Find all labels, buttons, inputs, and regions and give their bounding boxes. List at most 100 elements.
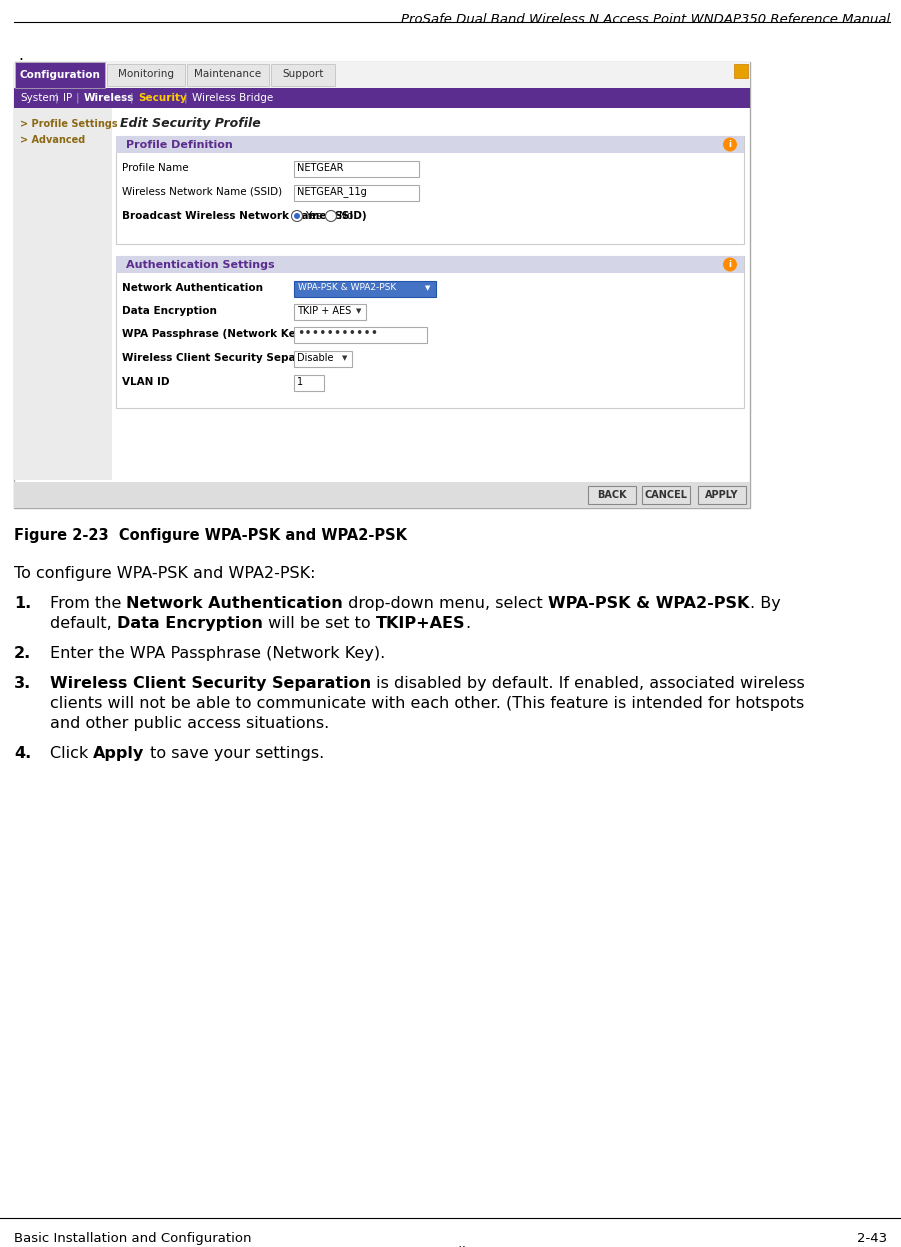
Bar — [187, 64, 269, 86]
Text: 1.: 1. — [14, 596, 32, 611]
Text: 1: 1 — [297, 377, 303, 387]
Text: Edit Security Profile: Edit Security Profile — [120, 117, 260, 131]
Text: WPA-PSK & WPA2-PSK: WPA-PSK & WPA2-PSK — [298, 283, 396, 293]
Text: clients will not be able to communicate with each other. (This feature is intend: clients will not be able to communicate … — [50, 696, 805, 711]
Circle shape — [294, 213, 300, 219]
Text: WPA Passphrase (Network Key): WPA Passphrase (Network Key) — [122, 329, 307, 339]
Bar — [294, 304, 366, 320]
Text: ▼: ▼ — [425, 286, 431, 291]
Bar — [14, 62, 750, 89]
Text: Monitoring: Monitoring — [118, 69, 174, 79]
Text: drop-down menu, select: drop-down menu, select — [343, 596, 548, 611]
Text: IP: IP — [63, 94, 72, 104]
Text: |: | — [184, 92, 187, 104]
Text: Network Authentication: Network Authentication — [126, 596, 343, 611]
Bar — [294, 350, 352, 367]
Text: Data Encryption: Data Encryption — [122, 306, 217, 315]
Bar — [14, 62, 750, 508]
Bar — [271, 64, 335, 86]
Text: Wireless Network Name (SSID): Wireless Network Name (SSID) — [122, 187, 282, 197]
Text: to save your settings.: to save your settings. — [145, 746, 323, 761]
Text: . By: . By — [750, 596, 780, 611]
Text: Security: Security — [138, 94, 187, 104]
Bar — [294, 327, 427, 343]
Text: 4.: 4. — [14, 746, 32, 761]
Bar — [294, 375, 324, 392]
Text: Wireless: Wireless — [84, 94, 134, 104]
Text: NETGEAR_11g: NETGEAR_11g — [297, 187, 367, 197]
Text: WPA-PSK & WPA2-PSK: WPA-PSK & WPA2-PSK — [548, 596, 750, 611]
Text: Support: Support — [282, 69, 323, 79]
Text: ProSafe Dual Band Wireless N Access Point WNDAP350 Reference Manual: ProSafe Dual Band Wireless N Access Poin… — [401, 12, 890, 26]
Bar — [14, 483, 750, 508]
Text: Wireless Client Security Separation: Wireless Client Security Separation — [50, 676, 371, 691]
Bar — [698, 486, 746, 504]
Text: |: | — [130, 92, 133, 104]
Text: > Profile Settings: > Profile Settings — [20, 118, 118, 128]
Text: Authentication Settings: Authentication Settings — [126, 259, 275, 269]
Circle shape — [325, 211, 336, 222]
Text: 3.: 3. — [14, 676, 32, 691]
Text: i: i — [729, 140, 732, 148]
Text: Profile Definition: Profile Definition — [126, 140, 232, 150]
Text: ▼: ▼ — [342, 355, 348, 360]
Text: Yes: Yes — [305, 211, 322, 221]
Text: Data Encryption: Data Encryption — [117, 616, 263, 631]
Text: BACK: BACK — [597, 490, 627, 500]
Bar — [116, 256, 744, 408]
Text: |: | — [76, 92, 79, 104]
Text: NETGEAR: NETGEAR — [297, 163, 343, 173]
Text: No: No — [339, 211, 353, 221]
Text: Basic Installation and Configuration: Basic Installation and Configuration — [14, 1232, 251, 1245]
Text: 2.: 2. — [14, 646, 32, 661]
Text: and other public access situations.: and other public access situations. — [50, 716, 329, 731]
Text: will be set to: will be set to — [263, 616, 376, 631]
Text: Disable: Disable — [297, 353, 333, 363]
Text: CANCEL: CANCEL — [644, 490, 687, 500]
Bar — [14, 108, 112, 480]
Text: .: . — [465, 616, 470, 631]
Bar — [588, 486, 636, 504]
Text: VLAN ID: VLAN ID — [122, 377, 169, 387]
Text: System: System — [20, 94, 59, 104]
Text: .: . — [18, 47, 23, 64]
Text: Profile Name: Profile Name — [122, 163, 188, 173]
Bar — [116, 256, 744, 273]
Text: TKIP + AES: TKIP + AES — [297, 306, 351, 315]
Bar — [294, 281, 436, 297]
Text: Maintenance: Maintenance — [195, 69, 261, 79]
Bar — [14, 89, 750, 108]
Bar — [107, 64, 185, 86]
Text: Configuration: Configuration — [20, 70, 100, 80]
Text: Network Authentication: Network Authentication — [122, 283, 263, 293]
Text: |: | — [55, 92, 59, 104]
Text: APPLY: APPLY — [705, 490, 739, 500]
Circle shape — [723, 137, 737, 151]
Text: •••••••••••: ••••••••••• — [297, 328, 378, 340]
Bar — [734, 64, 748, 79]
Text: Enter the WPA Passphrase (Network Key).: Enter the WPA Passphrase (Network Key). — [50, 646, 386, 661]
Text: is disabled by default. If enabled, associated wireless: is disabled by default. If enabled, asso… — [371, 676, 805, 691]
Circle shape — [723, 257, 737, 272]
Text: Wireless Client Security Separation: Wireless Client Security Separation — [122, 353, 332, 363]
Text: > Advanced: > Advanced — [20, 135, 86, 145]
Text: From the: From the — [50, 596, 126, 611]
Text: Broadcast Wireless Network Name (SSID): Broadcast Wireless Network Name (SSID) — [122, 211, 367, 221]
Text: 2-43: 2-43 — [857, 1232, 887, 1245]
Text: default,: default, — [50, 616, 117, 631]
Bar — [294, 185, 419, 201]
Text: Click: Click — [50, 746, 94, 761]
Text: Wireless Bridge: Wireless Bridge — [192, 94, 273, 104]
Text: ▼: ▼ — [356, 308, 361, 314]
Bar — [116, 136, 744, 244]
Bar — [116, 136, 744, 153]
Text: TKIP+AES: TKIP+AES — [376, 616, 465, 631]
Bar — [294, 161, 419, 177]
Text: Figure 2-23  Configure WPA-PSK and WPA2-PSK: Figure 2-23 Configure WPA-PSK and WPA2-P… — [14, 527, 407, 542]
Circle shape — [292, 211, 303, 222]
Text: i: i — [729, 261, 732, 269]
Text: To configure WPA-PSK and WPA2-PSK:: To configure WPA-PSK and WPA2-PSK: — [14, 566, 315, 581]
Bar — [642, 486, 690, 504]
Text: Apply: Apply — [94, 746, 145, 761]
Bar — [15, 62, 105, 89]
